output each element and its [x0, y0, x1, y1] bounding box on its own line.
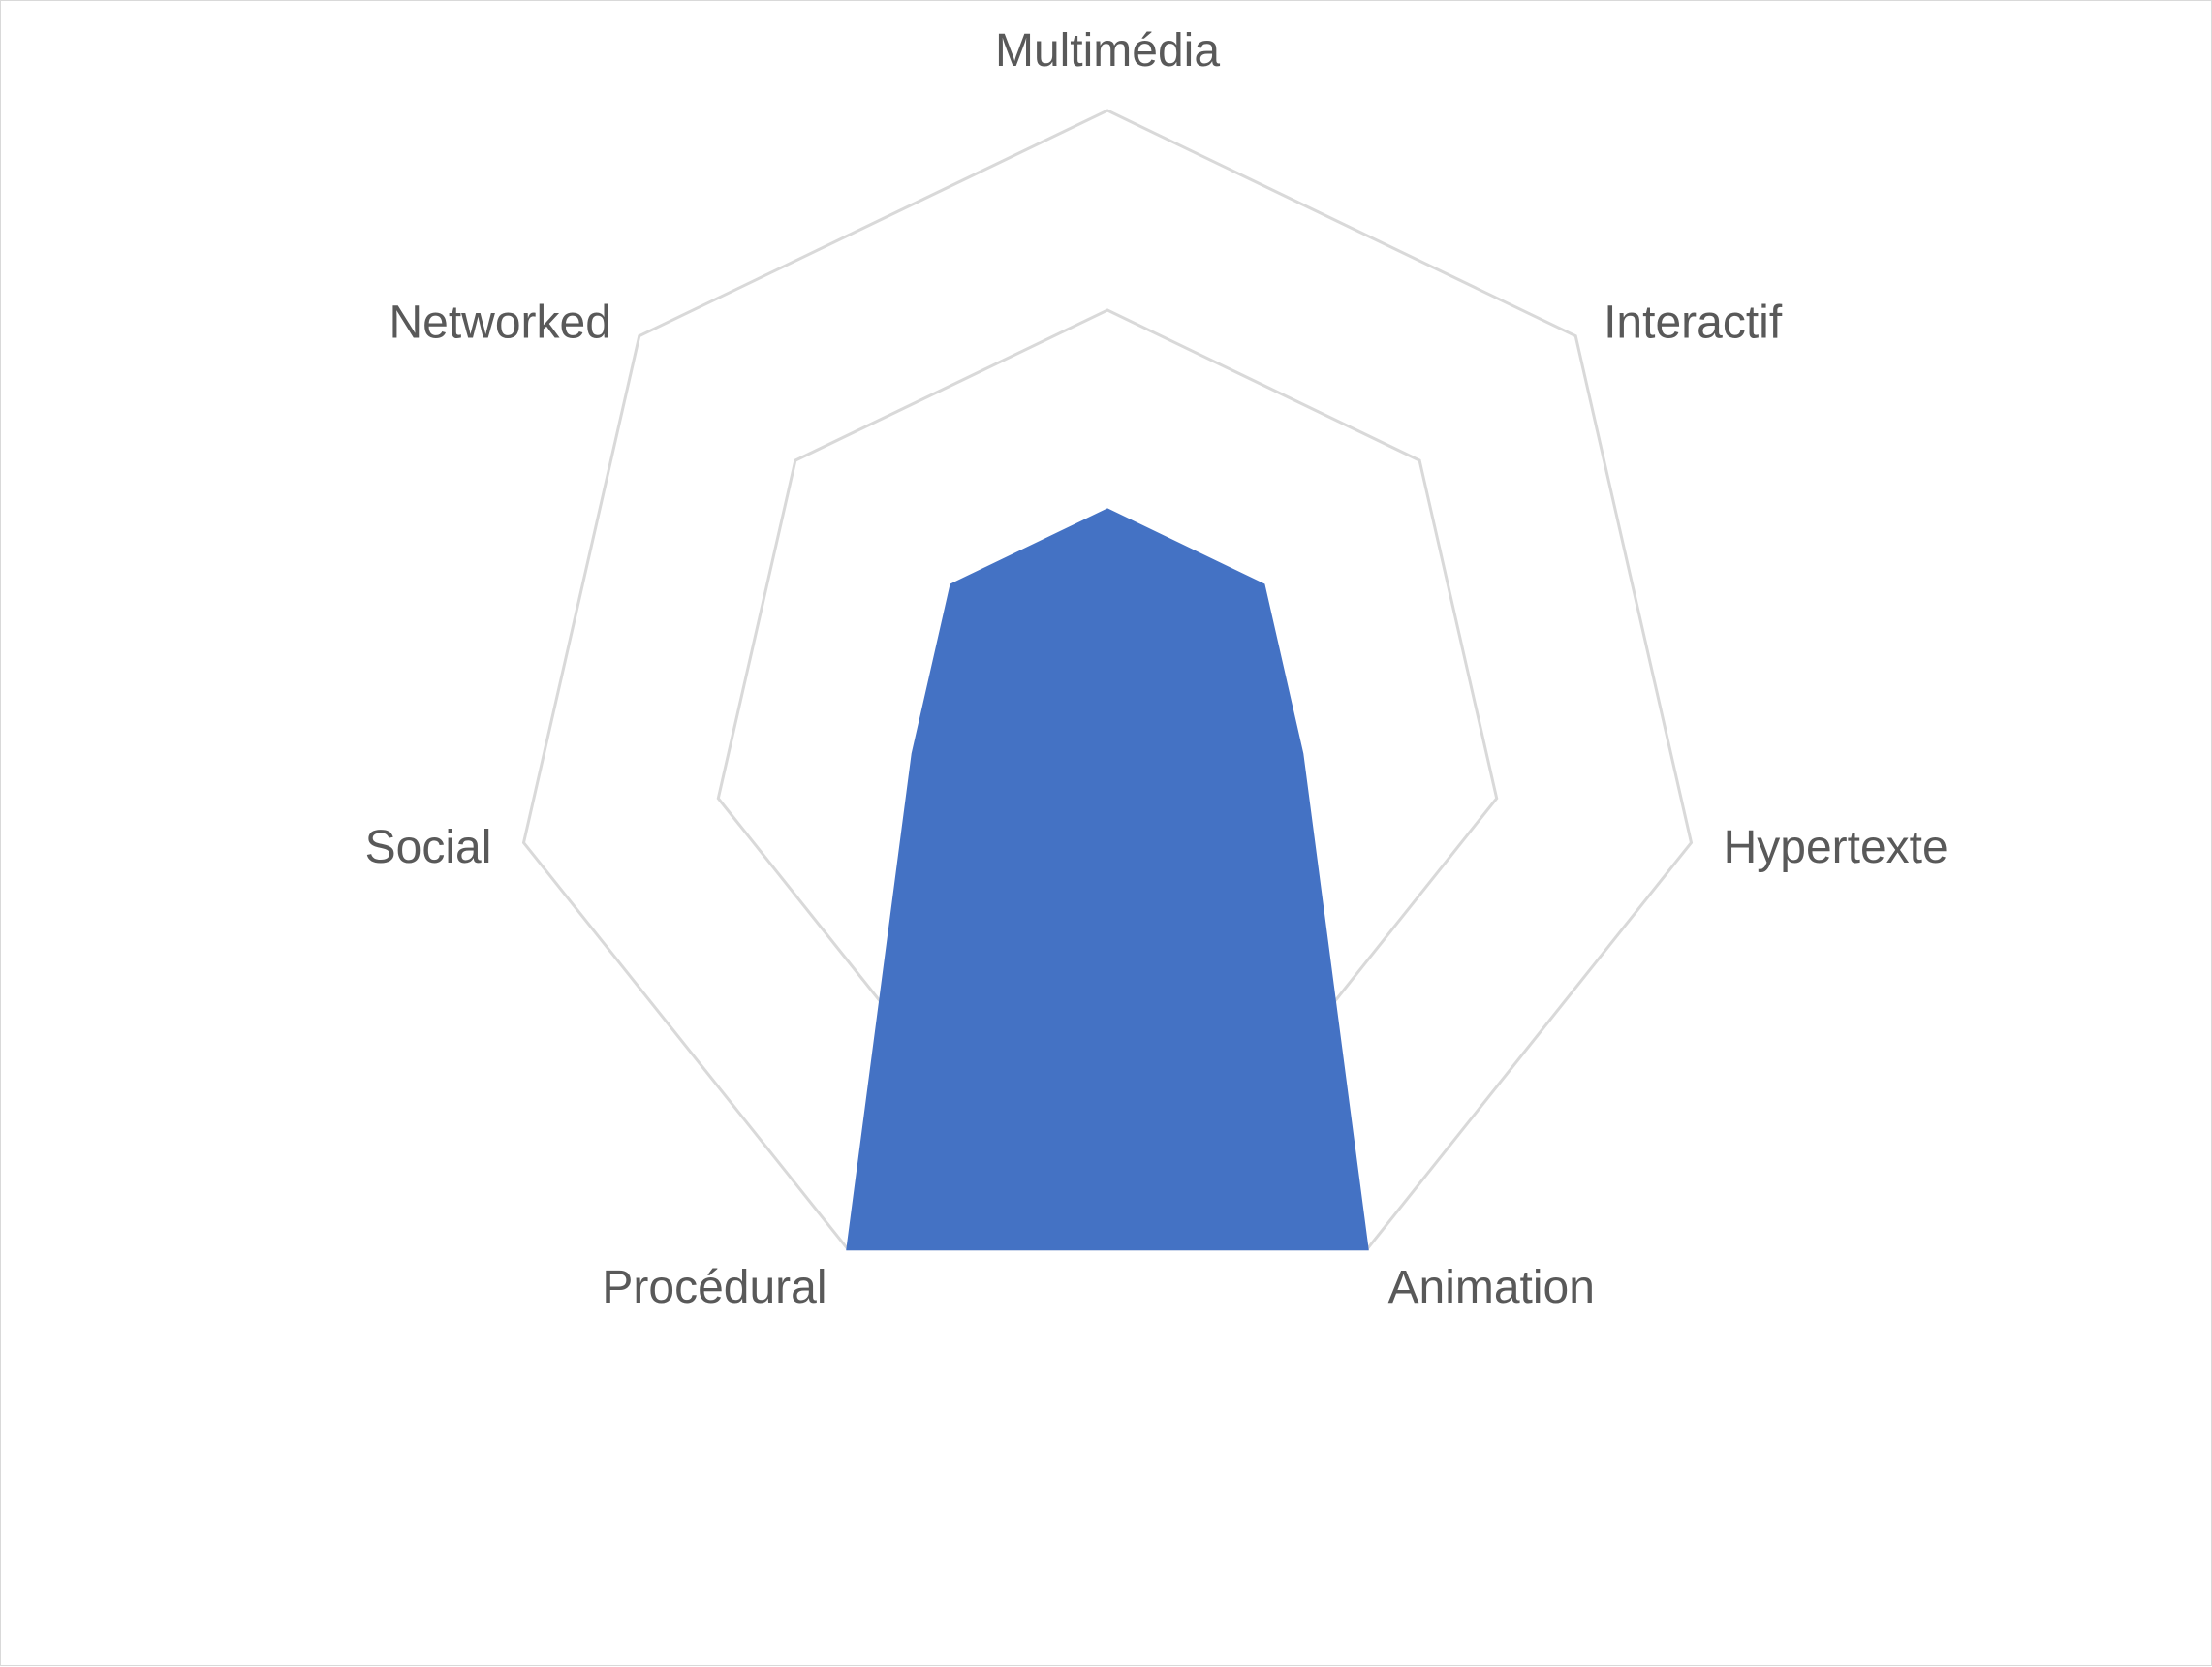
axis-label-hypertexte: Hypertexte: [1724, 822, 1948, 873]
series-layer: [846, 508, 1369, 1251]
axis-label-animation: Animation: [1388, 1262, 1595, 1313]
axis-label-networked: Networked: [389, 298, 610, 349]
axis-labels: Multimédia Interactif Hypertexte Animation P…: [365, 25, 1948, 1313]
axis-label-social: Social: [365, 822, 492, 873]
axis-label-procedural: Procédural: [602, 1262, 826, 1313]
axis-label-multimedia: Multimédia: [995, 25, 1220, 77]
series-area-0: [846, 508, 1369, 1251]
axis-label-interactif: Interactif: [1604, 298, 1783, 349]
